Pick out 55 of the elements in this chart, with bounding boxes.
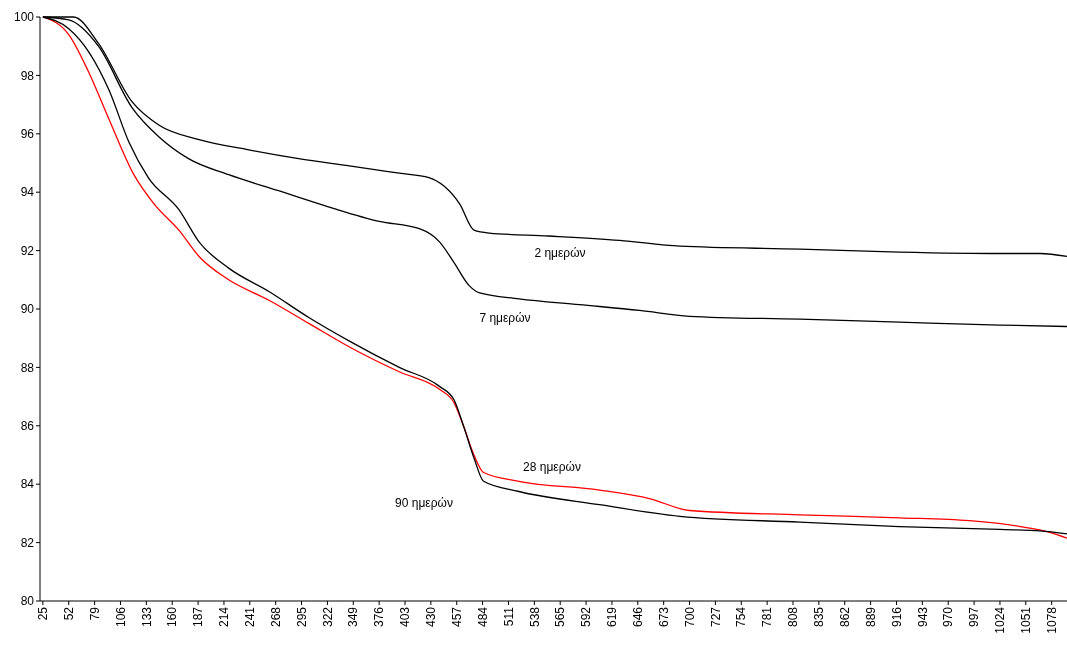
x-tick-label: 268: [268, 606, 283, 628]
y-tick-label: 88: [20, 360, 35, 375]
y-tick-label: 96: [20, 127, 35, 141]
x-tick-label: 484: [475, 606, 490, 628]
x-tick-label: 592: [579, 606, 594, 628]
x-tick-label: 1051: [1019, 606, 1034, 634]
x-tick-label: 187: [191, 606, 206, 628]
series-label: 7 ημερών: [479, 311, 531, 325]
y-tick-label: 82: [20, 535, 35, 550]
x-tick-label: 565: [553, 606, 568, 628]
x-tick-label: 943: [915, 606, 930, 628]
x-tick-label: 700: [682, 606, 697, 628]
text: 90 ημερών: [395, 496, 453, 510]
x-tick-label: 781: [760, 606, 775, 628]
x-tick-label: 322: [320, 606, 335, 628]
x-tick-label: 133: [139, 606, 154, 628]
series-label: 2 ημερών: [534, 246, 586, 260]
y-tick-label: 92: [20, 243, 35, 258]
x-tick-label: 25: [36, 606, 51, 621]
x-tick-label: 403: [398, 606, 413, 628]
x-tick-label: 1024: [993, 606, 1008, 634]
x-tick-label: 295: [294, 606, 309, 628]
x-tick-label: 862: [837, 606, 852, 628]
x-tick-label: 376: [372, 606, 387, 628]
y-tick-label: 80: [20, 594, 35, 609]
x-tick-label: 538: [527, 606, 542, 628]
x-tick-label: 511: [501, 606, 516, 627]
x-tick-label: 160: [165, 606, 180, 628]
x-tick-label: 727: [708, 606, 723, 628]
y-tick-label: 90: [20, 302, 35, 317]
y-tick-label: 86: [20, 419, 35, 433]
x-tick-label: 52: [61, 606, 76, 621]
x-tick-label: 1078: [1044, 606, 1059, 634]
x-tick-label: 241: [243, 606, 258, 628]
x-tick-label: 997: [967, 606, 982, 628]
x-tick-label: 619: [605, 606, 620, 628]
x-tick-label: 754: [734, 606, 749, 628]
x-tick-label: 889: [863, 606, 878, 628]
x-tick-label: 430: [424, 606, 439, 628]
y-tick-label: 84: [20, 477, 35, 492]
x-tick-label: 457: [449, 606, 464, 628]
y-tick-label: 98: [20, 68, 35, 83]
x-tick-label: 970: [941, 606, 956, 628]
series-label: 28 ημερών: [523, 460, 581, 474]
x-tick-label: 808: [786, 606, 801, 628]
x-tick-label: 349: [346, 606, 361, 628]
x-tick-label: 214: [217, 606, 232, 628]
y-tick-label: 94: [20, 185, 35, 200]
x-tick-label: 916: [889, 606, 904, 628]
x-tick-label: 79: [87, 606, 102, 621]
x-tick-label: 673: [656, 606, 671, 628]
x-tick-label: 106: [113, 606, 128, 628]
x-tick-label: 835: [812, 606, 827, 628]
y-tick-label: 100: [13, 10, 35, 25]
x-tick-label: 646: [631, 606, 646, 628]
